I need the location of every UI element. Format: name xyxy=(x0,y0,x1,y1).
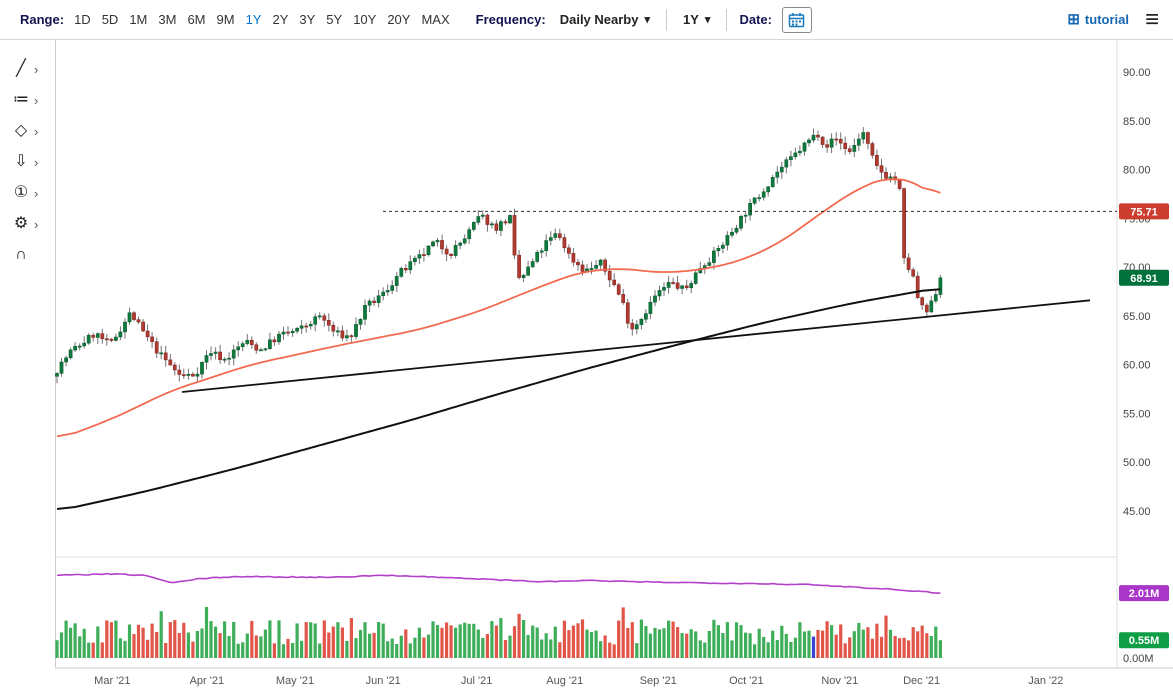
price-tick-label: 90.00 xyxy=(1123,67,1151,79)
range-option-3m[interactable]: 3M xyxy=(158,12,177,27)
expand-chevron-icon: › xyxy=(34,185,39,201)
drawing-tools-sidebar: ╱ › ≔ › ◇ › ⇩ › ① › ⚙ › ∩ xyxy=(0,40,55,692)
tutorial-label: tutorial xyxy=(1084,12,1129,27)
arrow-tool[interactable]: ⇩ › xyxy=(12,151,55,173)
range-selector: 1D 5D 1M 3M 6M 9M 1Y 2Y 3Y 5Y 10Y 20Y MAX xyxy=(74,12,450,27)
expand-chevron-icon: › xyxy=(34,216,39,232)
volume-badge: 0.55M xyxy=(1119,632,1169,649)
date-picker-button[interactable] xyxy=(781,6,812,33)
calendar-icon xyxy=(789,12,805,27)
chevron-down-icon: ▾ xyxy=(644,14,651,26)
tutorial-grid-icon: ⊞ xyxy=(1067,11,1080,28)
frequency-value: Daily Nearby xyxy=(559,12,639,27)
frequency-dropdown[interactable]: Daily Nearby ▾ xyxy=(556,12,654,27)
trendline-tool[interactable]: ╱ › xyxy=(12,58,55,80)
month-label: Apr '21 xyxy=(190,675,225,687)
price-tick-label: 55.00 xyxy=(1123,408,1151,420)
chart-area: 90.0085.0080.0075.0070.0065.0060.0055.00… xyxy=(55,40,1173,692)
trendline-tool-icon: ╱ xyxy=(16,60,26,77)
expand-chevron-icon: › xyxy=(34,92,39,108)
shapes-tool-icon: ◇ xyxy=(14,122,28,139)
trendline xyxy=(181,299,1091,393)
date-label: Date: xyxy=(739,12,772,27)
zoom-dropdown[interactable]: 1Y ▾ xyxy=(679,12,714,27)
tutorial-link[interactable]: ⊞ tutorial xyxy=(1067,12,1129,27)
range-option-2y[interactable]: 2Y xyxy=(272,12,289,27)
month-label: Jan '22 xyxy=(1028,675,1063,687)
arrow-tool-icon: ⇩ xyxy=(14,153,28,170)
fibonacci-tool-icon: ≔ xyxy=(13,91,29,108)
month-label: Jun '21 xyxy=(366,675,401,687)
range-option-9m[interactable]: 9M xyxy=(216,12,235,27)
month-label: Sep '21 xyxy=(640,675,677,687)
range-label: Range: xyxy=(20,12,65,27)
candles-layer xyxy=(55,127,943,384)
menu-button[interactable]: ≡ xyxy=(1144,5,1159,33)
price-chart-canvas[interactable]: 90.0085.0080.0075.0070.0065.0060.0055.00… xyxy=(55,40,1173,692)
range-option-5y[interactable]: 5Y xyxy=(326,12,343,27)
month-label: Mar '21 xyxy=(94,675,130,687)
svg-text:0.55M: 0.55M xyxy=(1129,635,1160,647)
price-tick-label: 60.00 xyxy=(1123,360,1151,372)
month-label: Oct '21 xyxy=(729,675,764,687)
shapes-tool[interactable]: ◇ › xyxy=(12,120,55,142)
month-label: Jul '21 xyxy=(461,675,492,687)
range-option-5d[interactable]: 5D xyxy=(101,12,119,27)
annotation-number-tool-icon: ① xyxy=(13,184,29,201)
price-tick-label: 80.00 xyxy=(1123,165,1151,177)
price-tick-label: 85.00 xyxy=(1123,116,1151,128)
price-tick-label: 50.00 xyxy=(1123,457,1151,469)
month-label: Aug '21 xyxy=(546,675,583,687)
resistance-price-badge: 75.71 xyxy=(1119,203,1169,220)
black-moving-average-line xyxy=(56,288,941,510)
open-interest-badge: 2.01M xyxy=(1119,585,1169,602)
range-option-1d[interactable]: 1D xyxy=(74,12,91,27)
range-option-1m[interactable]: 1M xyxy=(129,12,148,27)
chevron-down-icon: ▾ xyxy=(704,14,711,26)
magnet-tool-icon: ∩ xyxy=(15,246,27,263)
range-option-6m[interactable]: 6M xyxy=(187,12,206,27)
month-label: Dec '21 xyxy=(903,675,940,687)
expand-chevron-icon: › xyxy=(34,154,39,170)
svg-text:68.91: 68.91 xyxy=(1130,273,1158,285)
svg-text:75.71: 75.71 xyxy=(1130,206,1158,218)
price-tick-label: 65.00 xyxy=(1123,311,1151,323)
red-moving-average-line xyxy=(56,178,941,438)
price-tick-label: 45.00 xyxy=(1123,506,1151,518)
svg-text:2.01M: 2.01M xyxy=(1129,588,1160,600)
toolbar-divider xyxy=(726,8,728,31)
expand-chevron-icon: › xyxy=(34,123,39,139)
indicator-settings-tool[interactable]: ⚙ › xyxy=(12,213,55,235)
range-option-20y[interactable]: 20Y xyxy=(387,12,411,27)
range-option-10y[interactable]: 10Y xyxy=(353,12,377,27)
range-option-max[interactable]: MAX xyxy=(421,12,450,27)
toolbar-divider xyxy=(666,8,668,31)
month-label: Nov '21 xyxy=(821,675,858,687)
range-option-3y[interactable]: 3Y xyxy=(299,12,316,27)
expand-chevron-icon: › xyxy=(34,61,39,77)
month-label: May '21 xyxy=(276,675,314,687)
volume-layer xyxy=(55,607,942,658)
annotation-number-tool[interactable]: ① › xyxy=(12,182,55,204)
zoom-value: 1Y xyxy=(683,12,699,27)
indicator-settings-tool-icon: ⚙ xyxy=(13,215,29,232)
last-price-badge: 68.91 xyxy=(1119,269,1169,286)
fibonacci-tool[interactable]: ≔ › xyxy=(12,89,55,111)
range-option-1y[interactable]: 1Y xyxy=(245,12,262,27)
frequency-label: Frequency: xyxy=(475,12,546,27)
magnet-tool[interactable]: ∩ xyxy=(12,244,55,266)
open-interest-line xyxy=(56,572,941,594)
volume-zero-label: 0.00M xyxy=(1123,653,1154,665)
top-toolbar: Range: 1D 5D 1M 3M 6M 9M 1Y 2Y 3Y 5Y 10Y 20Y MAX Fre… xyxy=(0,0,1173,40)
chart-main: ╱›≔›◇›⇩›①›⚙›∩ 90.0085.0080.0075.0070.006… xyxy=(0,40,1173,692)
